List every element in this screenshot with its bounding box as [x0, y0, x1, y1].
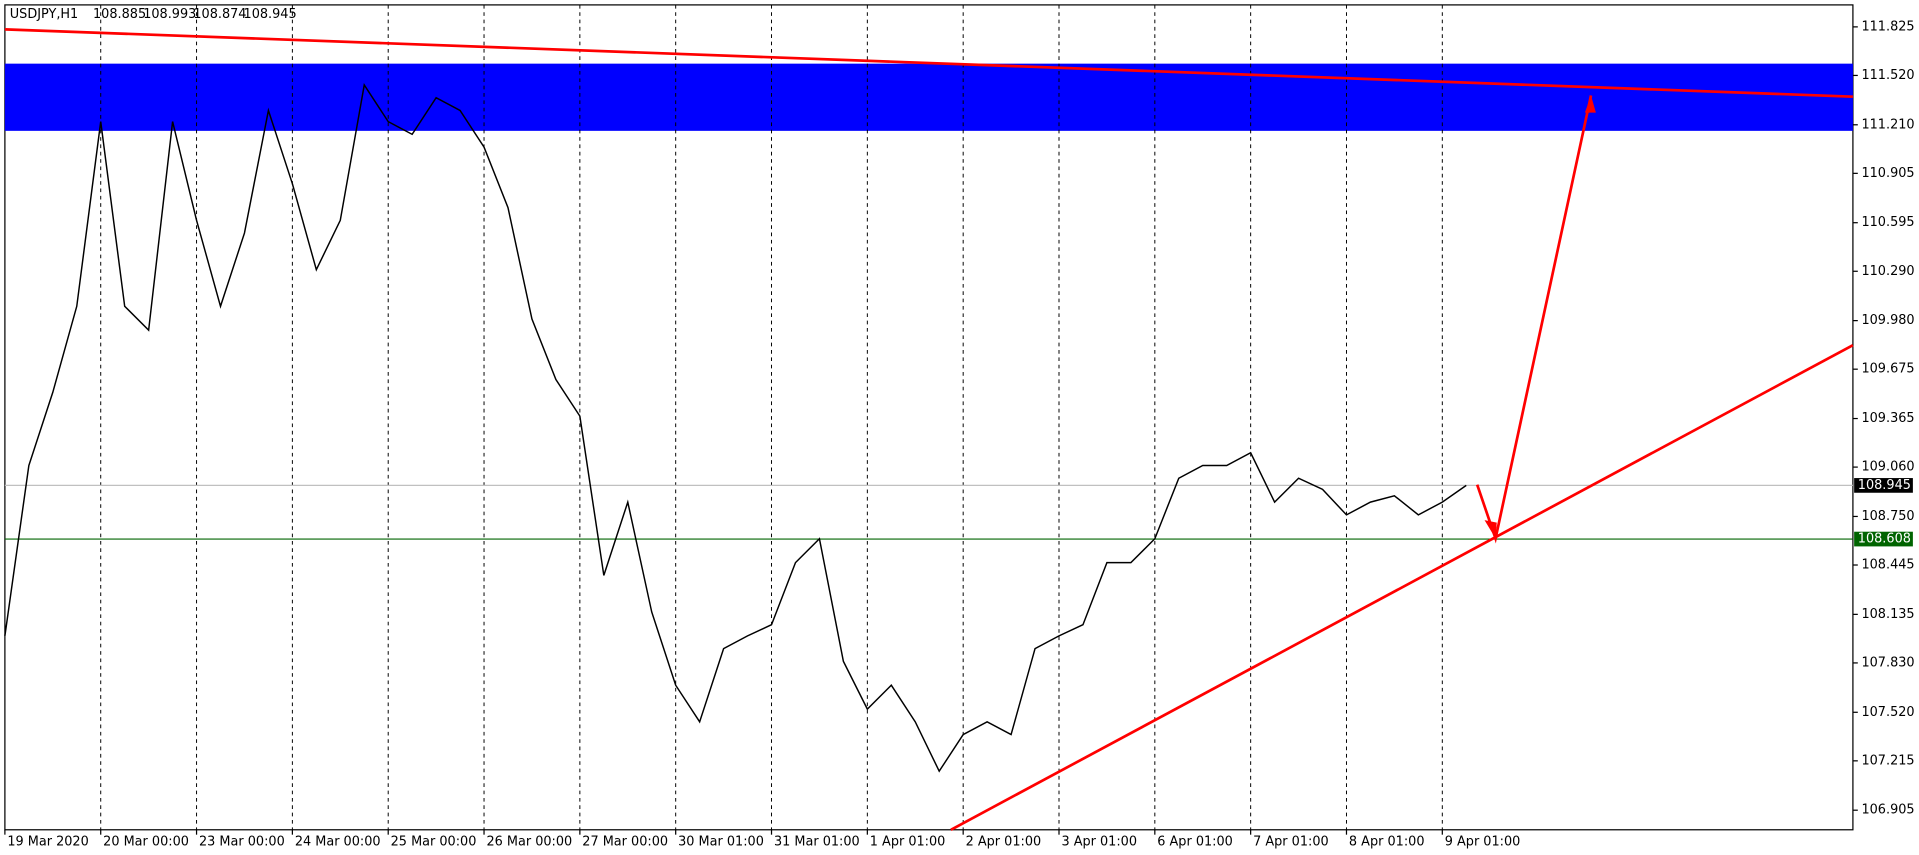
y-tick-label: 111.520 — [1861, 68, 1914, 83]
y-tick-label: 107.520 — [1861, 705, 1914, 720]
x-tick-label: 6 Apr 01:00 — [1157, 835, 1233, 850]
y-tick-label: 111.210 — [1861, 117, 1914, 132]
symbol: USDJPY,H1 — [10, 7, 78, 22]
x-tick-label: 31 Mar 01:00 — [774, 835, 860, 850]
x-tick-label: 25 Mar 00:00 — [391, 835, 477, 850]
trend-line-top — [4, 28, 1853, 99]
arrow-head — [1484, 520, 1497, 539]
resistance-zone — [4, 63, 1853, 131]
plot-frame — [4, 4, 1854, 831]
high: 108.993 — [143, 7, 196, 22]
trend-line-bottom — [950, 343, 1854, 831]
low: 108.874 — [193, 7, 246, 22]
open: 108.885 — [93, 7, 146, 22]
support-price-box — [1854, 531, 1913, 547]
x-tick-label: 9 Apr 01:00 — [1445, 835, 1521, 850]
x-tick-label: 1 Apr 01:00 — [870, 835, 946, 850]
support-price-label: 108.608 — [1858, 532, 1911, 547]
y-tick-label: 108.135 — [1861, 607, 1914, 622]
x-tick-label: 2 Apr 01:00 — [966, 835, 1042, 850]
x-tick-label: 26 Mar 00:00 — [486, 835, 572, 850]
x-tick-label: 23 Mar 00:00 — [199, 835, 285, 850]
y-tick-label: 109.675 — [1861, 362, 1914, 377]
y-tick-label: 108.445 — [1861, 558, 1914, 573]
y-tick-label: 109.365 — [1861, 411, 1914, 426]
x-tick-label: 7 Apr 01:00 — [1253, 835, 1329, 850]
current-price-box — [1854, 478, 1913, 493]
y-tick-label: 110.290 — [1861, 264, 1914, 279]
x-tick-label: 3 Apr 01:00 — [1061, 835, 1137, 850]
x-tick-label: 27 Mar 00:00 — [582, 835, 668, 850]
y-tick-label: 107.830 — [1861, 655, 1914, 670]
current-price-label: 108.945 — [1858, 478, 1911, 493]
x-tick-label: 8 Apr 01:00 — [1349, 835, 1425, 850]
y-tick-label: 107.215 — [1861, 753, 1914, 768]
x-tick-label: 20 Mar 00:00 — [103, 835, 189, 850]
y-tick-label: 106.905 — [1861, 803, 1914, 818]
y-tick-label: 110.905 — [1861, 166, 1914, 181]
price-line — [4, 83, 1467, 773]
y-tick-label: 109.060 — [1861, 460, 1914, 475]
x-tick-label: 19 Mar 2020 — [7, 835, 88, 850]
arrow-head — [1584, 95, 1596, 113]
close: 108.945 — [244, 7, 297, 22]
x-tick-label: 24 Mar 00:00 — [295, 835, 381, 850]
arrow — [1475, 95, 1593, 544]
y-tick-label: 110.595 — [1861, 215, 1914, 230]
y-tick-label: 109.980 — [1861, 313, 1914, 328]
y-tick-label: 108.750 — [1861, 509, 1914, 524]
y-tick-label: 111.825 — [1861, 19, 1914, 34]
x-tick-label: 30 Mar 01:00 — [678, 835, 764, 850]
